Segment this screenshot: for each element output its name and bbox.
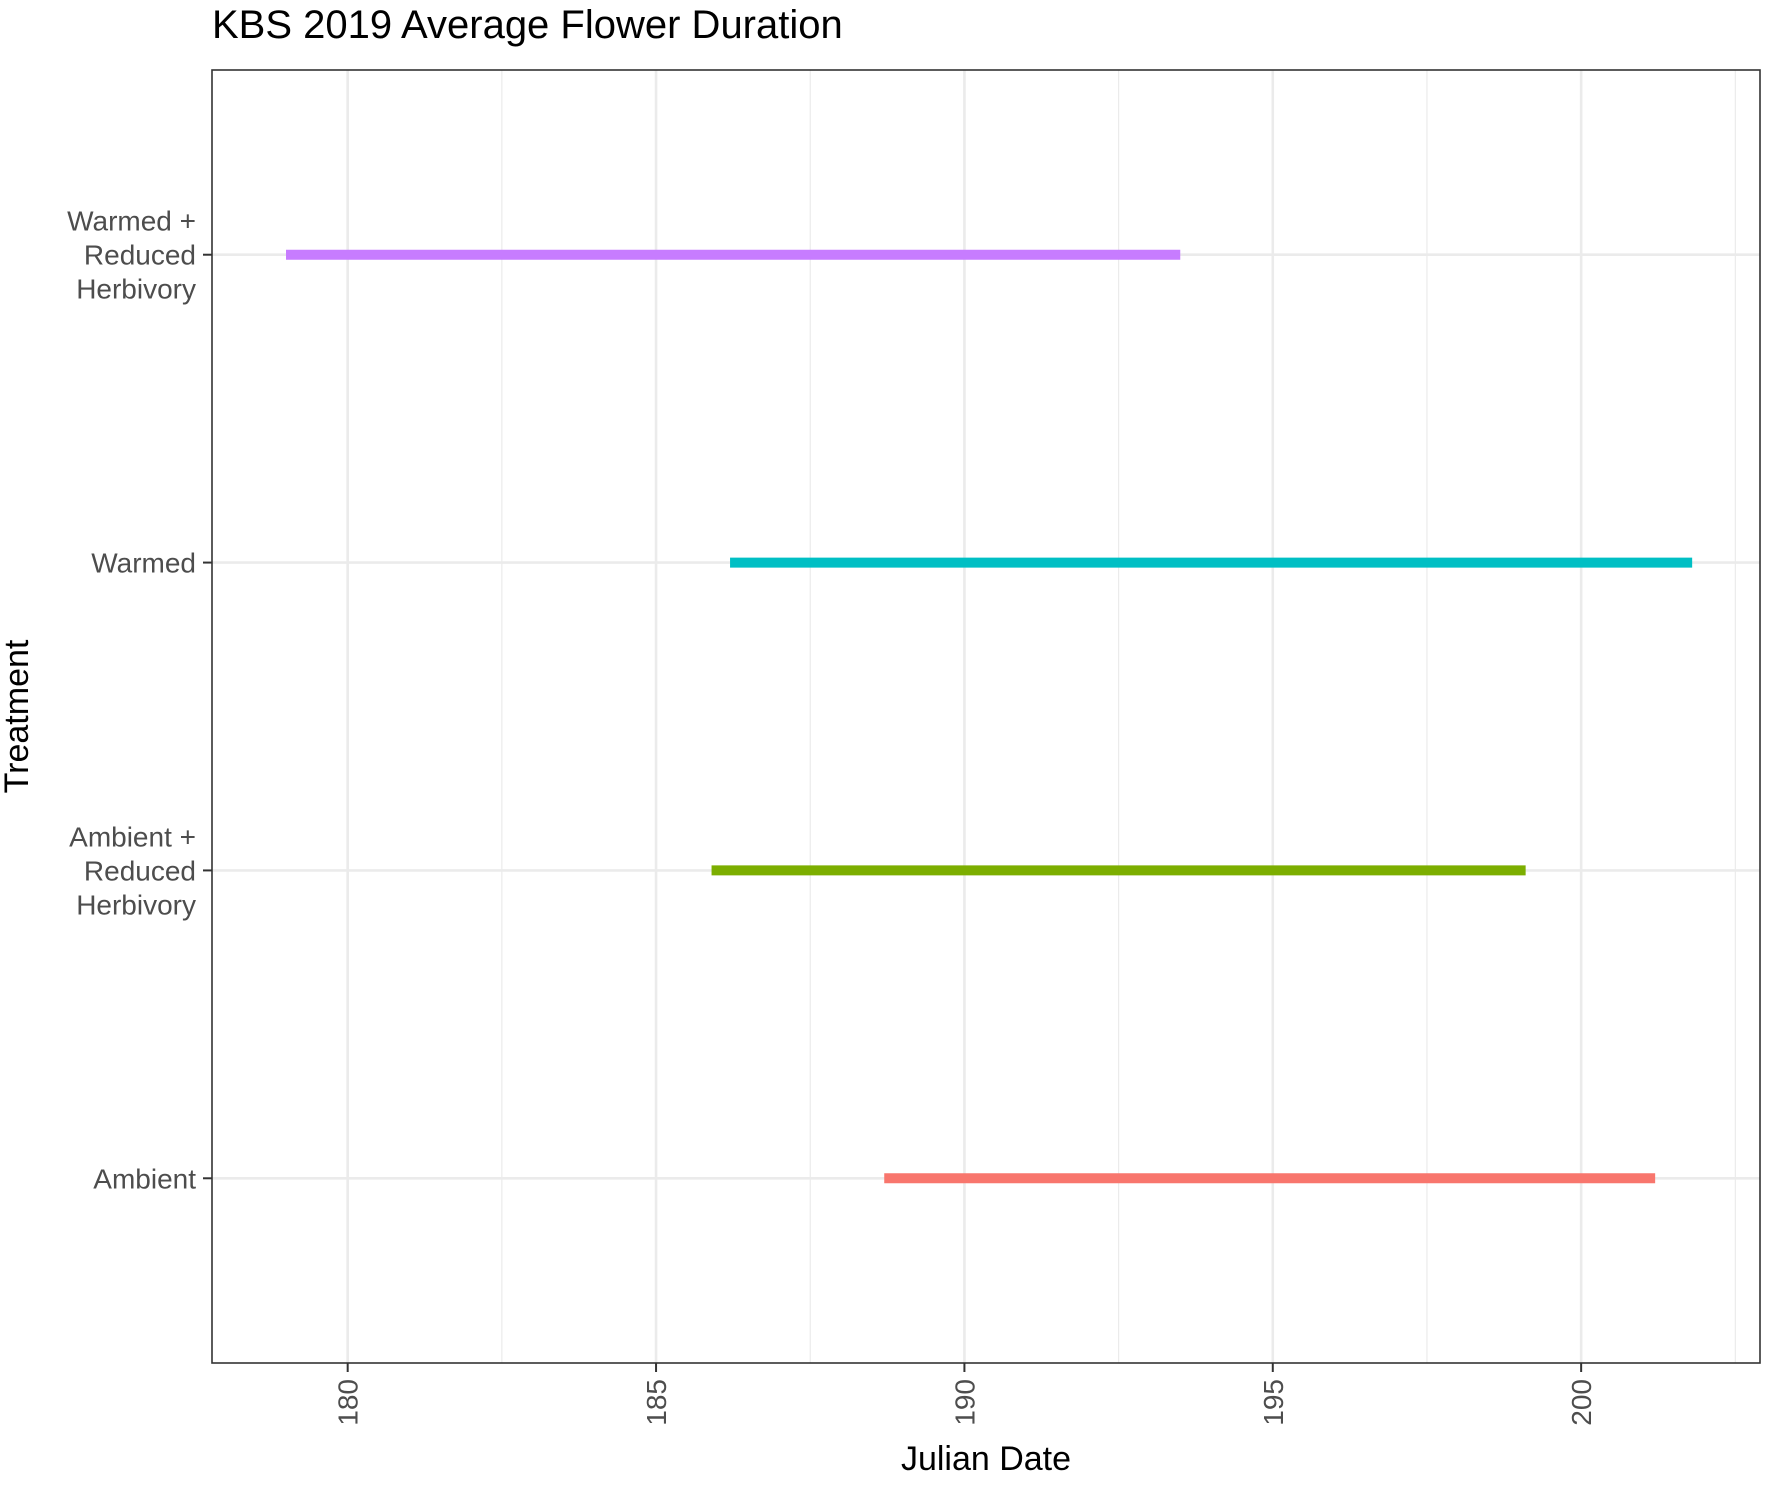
x-tick-label: 185	[641, 1379, 672, 1426]
y-tick-label: Ambient + Reduced Herbivory	[69, 821, 196, 920]
y-tick-label-line: Herbivory	[76, 274, 196, 305]
x-tick-label: 195	[1258, 1379, 1289, 1426]
x-tick-label: 180	[333, 1379, 364, 1426]
panel-border	[211, 69, 1761, 1364]
y-tick-label-line: Herbivory	[76, 889, 196, 920]
y-tick-label-line: Reduced	[84, 855, 196, 886]
y-tick-label: Ambient	[93, 1163, 196, 1194]
x-tick-label: 200	[1566, 1379, 1597, 1426]
chart-title: KBS 2019 Average Flower Duration	[212, 3, 843, 47]
y-tick-label-line: Warmed	[91, 548, 196, 579]
y-tick-label: Warmed	[91, 548, 196, 579]
y-tick-label: Warmed + Reduced Herbivory	[67, 206, 196, 305]
y-tick-label-line: Reduced	[84, 240, 196, 271]
x-tick-label: 190	[949, 1379, 980, 1426]
x-axis-title: Julian Date	[901, 1440, 1071, 1478]
y-tick-label-line: Warmed +	[67, 206, 196, 237]
y-tick-label-line: Ambient	[93, 1163, 196, 1194]
y-axis-title: Treatment	[0, 639, 36, 793]
y-tick-label-line: Ambient +	[69, 821, 196, 852]
segments-layer	[286, 249, 1693, 1184]
